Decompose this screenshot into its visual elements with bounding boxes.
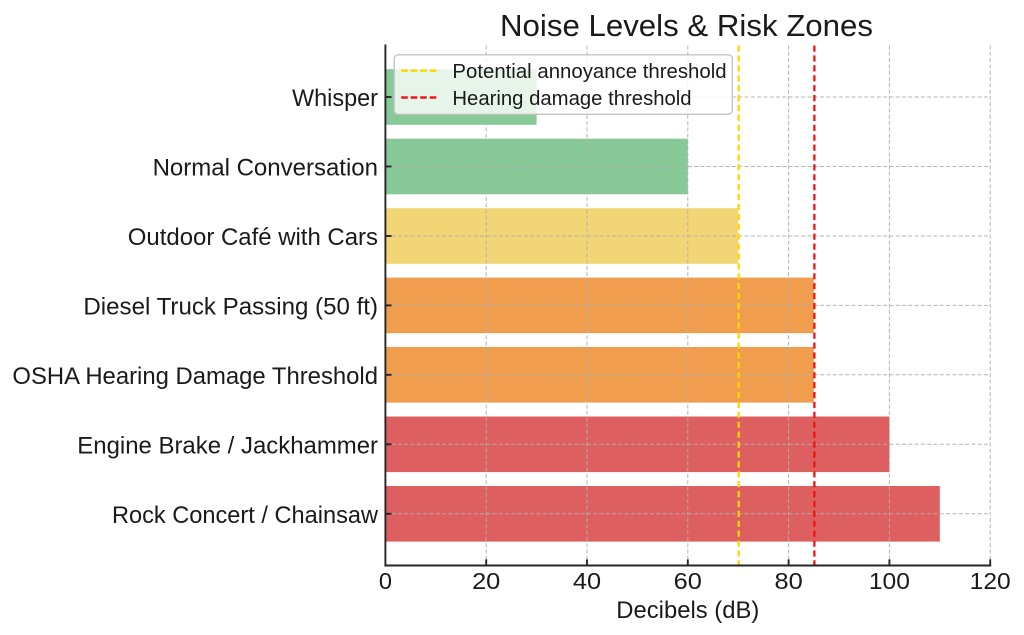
svg-text:Hearing damage threshold: Hearing damage threshold	[452, 88, 691, 110]
svg-text:Noise Levels & Risk Zones: Noise Levels & Risk Zones	[500, 8, 873, 43]
svg-text:Whisper: Whisper	[292, 85, 378, 112]
svg-text:120: 120	[970, 568, 1011, 594]
svg-text:Outdoor Café with Cars: Outdoor Café with Cars	[128, 224, 378, 251]
svg-text:OSHA Hearing Damage Threshold: OSHA Hearing Damage Threshold	[12, 363, 378, 390]
svg-text:60: 60	[674, 568, 702, 594]
svg-text:Normal Conversation: Normal Conversation	[153, 155, 378, 182]
svg-text:0: 0	[379, 568, 392, 594]
svg-text:Decibels (dB): Decibels (dB)	[616, 597, 759, 624]
svg-text:Engine Brake / Jackhammer: Engine Brake / Jackhammer	[77, 432, 378, 459]
svg-text:100: 100	[869, 568, 910, 594]
svg-text:Potential annoyance threshold: Potential annoyance threshold	[452, 61, 726, 83]
svg-text:Diesel Truck Passing (50 ft): Diesel Truck Passing (50 ft)	[83, 293, 378, 320]
svg-text:Rock Concert / Chainsaw: Rock Concert / Chainsaw	[112, 502, 379, 529]
svg-text:20: 20	[472, 568, 500, 594]
svg-text:80: 80	[775, 568, 803, 594]
svg-text:40: 40	[573, 568, 601, 594]
